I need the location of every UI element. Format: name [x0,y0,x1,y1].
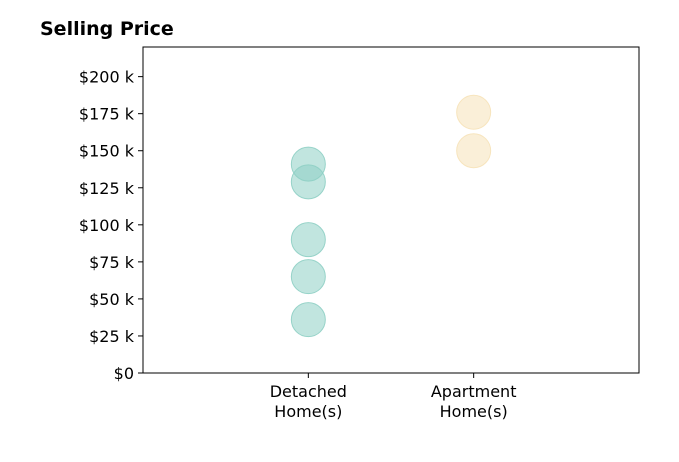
x-axis: Detached Home(s) Apartment Home(s) [270,373,517,421]
y-tick-label: $175 k [79,105,135,124]
data-point [290,259,326,295]
y-tick-label: $125 k [79,179,135,198]
y-tick-label: $100 k [79,216,135,235]
y-tick-label: $150 k [79,142,135,161]
data-point [456,94,492,130]
x-tick-label: Apartment Home(s) [431,382,517,421]
y-tick-label: $75 k [89,253,135,272]
data-point [290,164,326,200]
y-axis: $0 $25 k $50 k $75 k $100 k $125 k $150 k $175 … [79,68,143,383]
plot-frame [142,46,640,374]
data-point [456,133,492,169]
x-tick-label: Detached Home(s) [270,382,347,421]
data-points [290,94,492,338]
y-tick-label: $200 k [79,68,135,87]
y-tick-label: $0 [114,364,134,383]
data-point [290,302,326,338]
data-point [290,222,326,258]
chart-title: Selling Price [40,18,174,40]
y-tick-label: $50 k [89,290,135,309]
y-tick-label: $25 k [89,327,135,346]
